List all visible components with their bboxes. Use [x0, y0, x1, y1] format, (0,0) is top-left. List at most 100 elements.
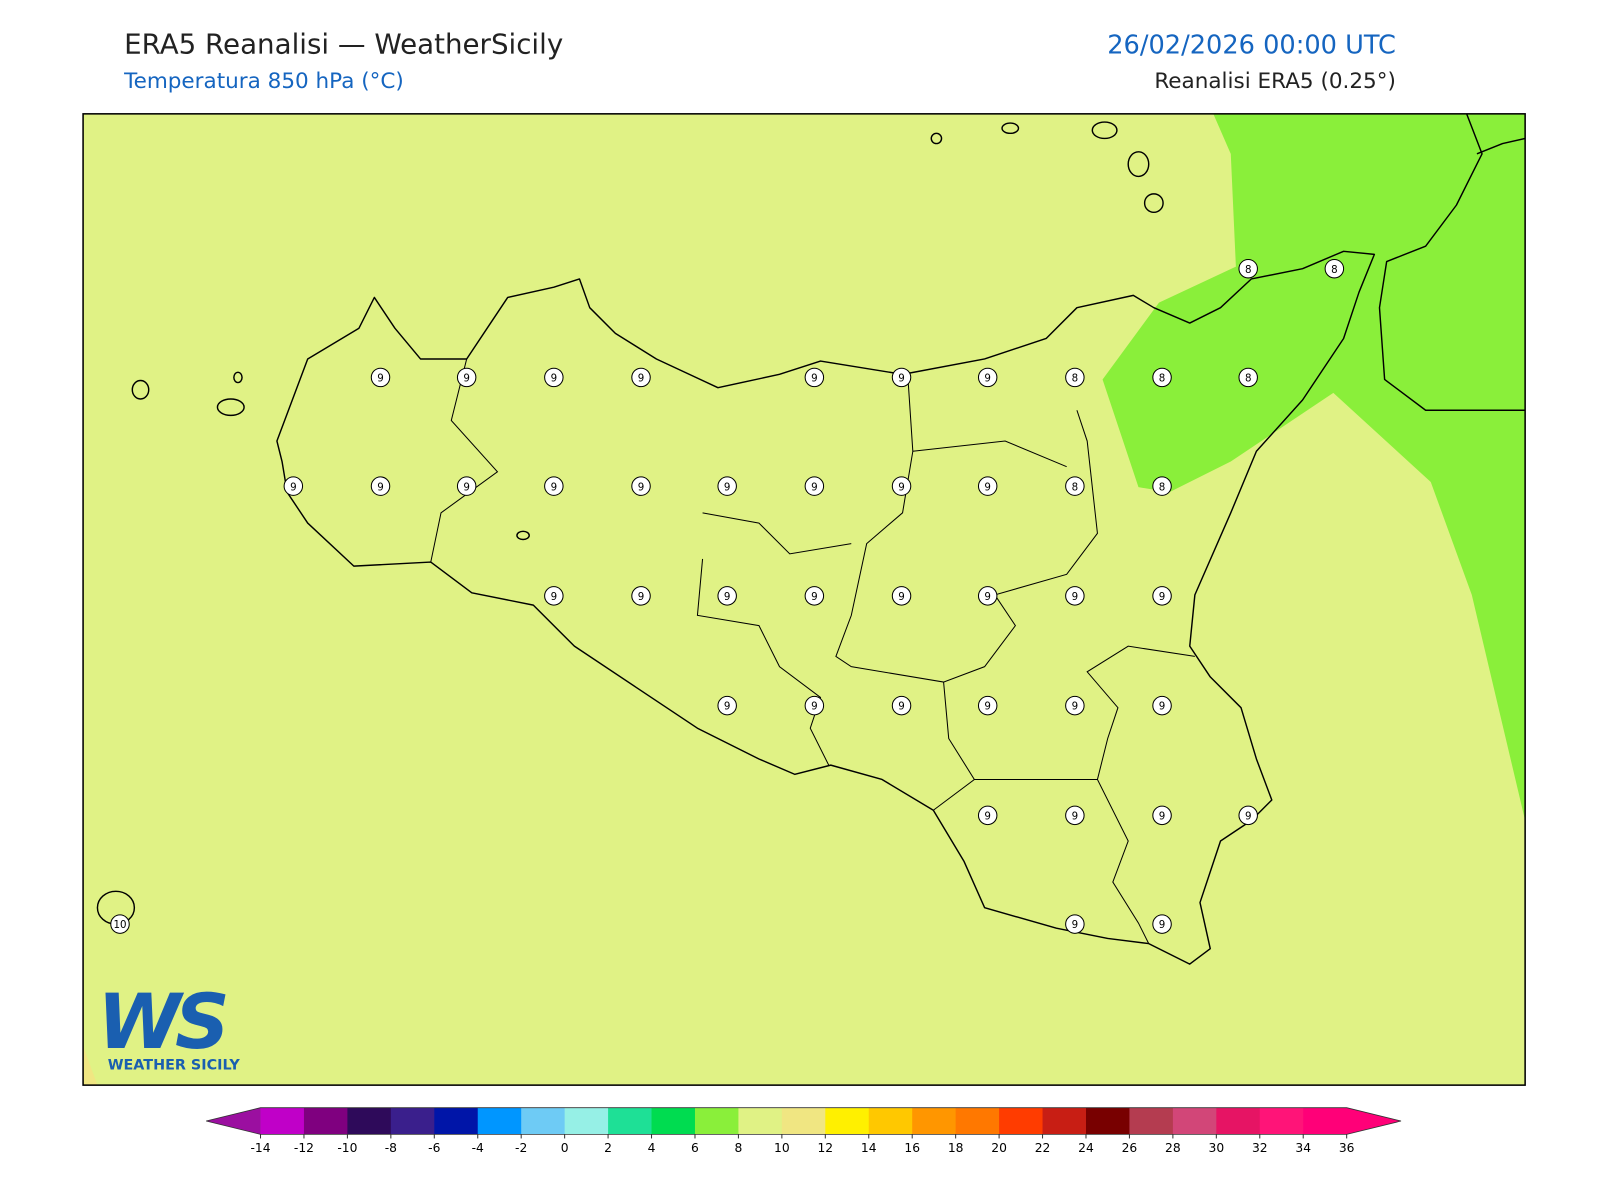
colorbar-segment — [781, 1107, 826, 1135]
colorbar-segment — [477, 1107, 522, 1135]
station-value: 9 — [638, 373, 645, 385]
colorbar-segment — [347, 1107, 392, 1135]
station-marker — [1065, 476, 1085, 496]
station: 9 — [1065, 695, 1085, 716]
station-marker — [891, 476, 912, 496]
station-marker — [804, 695, 825, 716]
station: 10 — [110, 914, 130, 934]
station-marker — [977, 367, 998, 388]
station: 9 — [283, 476, 304, 496]
station-value: 8 — [1159, 373, 1166, 385]
station-value: 9 — [463, 481, 470, 493]
station-marker — [1152, 695, 1172, 716]
station: 9 — [891, 476, 912, 496]
station-marker — [283, 476, 304, 496]
station: 9 — [631, 586, 651, 606]
colorbar-segment — [825, 1107, 870, 1135]
colorbar-segment — [521, 1107, 566, 1135]
station: 9 — [370, 476, 391, 496]
temperature-zone — [1102, 113, 1526, 821]
station-value: 8 — [1245, 373, 1252, 385]
subtitle: Temperatura 850 hPa (°C) — [123, 69, 404, 94]
colorbar-segment — [390, 1107, 435, 1135]
station: 9 — [804, 476, 825, 496]
station: 9 — [891, 586, 912, 606]
station-marker — [1324, 258, 1345, 279]
station-marker — [544, 476, 564, 496]
colorbar-segment — [564, 1107, 609, 1135]
station-marker — [1065, 367, 1085, 388]
logo-text: WEATHER SICILY — [108, 1058, 241, 1074]
station-value: 9 — [898, 481, 905, 493]
station-value: 9 — [1072, 919, 1079, 931]
station-value: 9 — [724, 701, 731, 713]
colorbar-segment — [1085, 1107, 1130, 1135]
station: 9 — [1152, 695, 1172, 716]
station-value: 9 — [638, 591, 645, 603]
colorbar-segment — [1259, 1107, 1304, 1135]
station: 9 — [804, 367, 825, 388]
station-value: 9 — [1159, 810, 1166, 822]
station-marker — [977, 586, 998, 606]
map-area: 9 9 9 9 9 9 9 8 8 8 8 8 9 9 9 9 9 9 9 9 9 8 8 9 9 9 9 9 9 9 9 9 9 9 9 9 9 9 9 9… — [82, 113, 1526, 1086]
station-marker — [891, 695, 912, 716]
station-layer: 9 9 9 9 9 9 9 8 8 8 8 8 9 9 9 9 9 9 9 9 9 8 8 9 9 9 9 9 9 9 9 9 9 9 9 9 9 9 9 9… — [110, 258, 1345, 934]
station-marker — [1238, 258, 1258, 279]
colorbar-segment — [1172, 1107, 1217, 1135]
station-value: 9 — [377, 373, 384, 385]
colorbar-tick-label: -12 — [294, 1141, 314, 1155]
station-marker — [804, 367, 825, 388]
colorbar-over — [1346, 1107, 1402, 1135]
station-value: 9 — [984, 810, 991, 822]
station-value: 9 — [811, 373, 818, 385]
logo: WS WEATHER SICILY — [97, 978, 240, 1074]
colorbar-segment — [434, 1107, 479, 1135]
station-marker — [977, 805, 998, 826]
colorbar-under — [206, 1107, 261, 1135]
station-value: 9 — [1072, 591, 1079, 603]
station: 9 — [977, 586, 998, 606]
station-marker — [717, 586, 737, 606]
colorbar-segment — [260, 1107, 305, 1135]
colorbar-tick-label: 36 — [1339, 1141, 1355, 1155]
station: 9 — [544, 367, 564, 388]
station-value: 10 — [113, 919, 126, 931]
colorbar-tick-label: 16 — [904, 1141, 920, 1155]
colorbar-tick-label: 34 — [1295, 1141, 1311, 1155]
station: 9 — [1152, 586, 1172, 606]
station: 9 — [977, 476, 998, 496]
station-value: 9 — [1159, 701, 1166, 713]
colorbar-segment — [1129, 1107, 1174, 1135]
colorbar-tick-label: 0 — [561, 1141, 569, 1155]
station: 8 — [1152, 367, 1172, 388]
colorbar-segment — [912, 1107, 957, 1135]
colorbar-tick-label: 28 — [1165, 1141, 1181, 1155]
station-value: 9 — [811, 591, 818, 603]
colorbar-tick-label: 10 — [774, 1141, 790, 1155]
station: 9 — [977, 695, 998, 716]
sicily-coastline — [276, 250, 1376, 965]
station: 8 — [1065, 476, 1085, 496]
station: 9 — [977, 367, 998, 388]
station: 9 — [804, 586, 825, 606]
station: 9 — [717, 586, 737, 606]
colorbar-segment — [738, 1107, 783, 1135]
station: 9 — [544, 476, 564, 496]
datetime: 26/02/2026 00:00 UTC — [1107, 30, 1396, 60]
colorbar-tick-label: -4 — [472, 1141, 484, 1155]
station-value: 9 — [1159, 591, 1166, 603]
station: 9 — [456, 367, 477, 388]
colorbar-tick-label: -2 — [515, 1141, 527, 1155]
station-value: 9 — [984, 481, 991, 493]
station-marker — [1238, 367, 1258, 388]
colorbar: -14 -12 -10 -8 -6 -4 -2 0 2 4 6 8 10 12 14 16 18 20 22 24 26… — [206, 1107, 1402, 1155]
province-borders — [430, 358, 1195, 944]
station: 9 — [1065, 805, 1085, 826]
station-value: 8 — [1072, 481, 1079, 493]
station-value: 8 — [1331, 264, 1338, 276]
station-marker — [804, 586, 825, 606]
station-marker — [544, 586, 564, 606]
station: 9 — [370, 367, 391, 388]
